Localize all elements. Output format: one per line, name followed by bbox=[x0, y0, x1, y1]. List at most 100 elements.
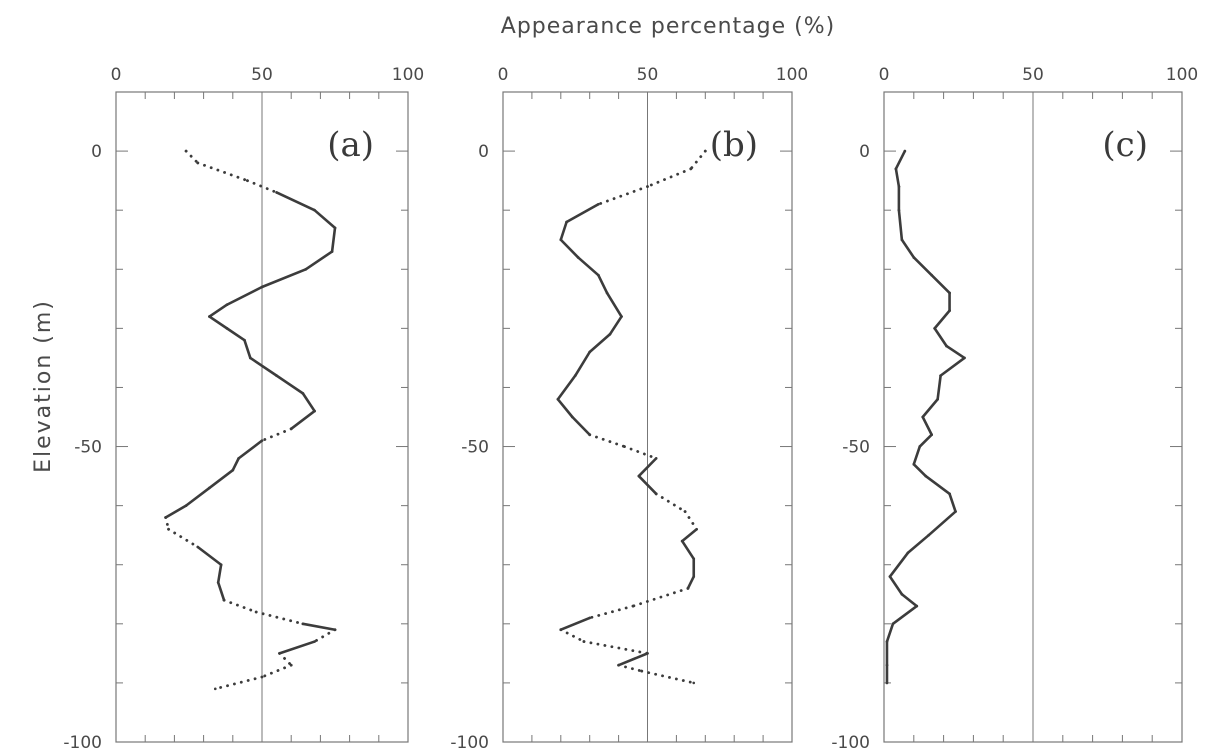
data-point bbox=[588, 350, 591, 354]
series-segment bbox=[686, 575, 696, 590]
data-point bbox=[637, 474, 641, 478]
data-point bbox=[559, 628, 563, 632]
data-point bbox=[576, 256, 580, 259]
series-segment bbox=[646, 167, 693, 188]
data-point bbox=[184, 149, 188, 153]
data-point bbox=[906, 551, 910, 555]
data-point bbox=[275, 374, 278, 377]
series-segment bbox=[167, 527, 200, 549]
data-point bbox=[167, 527, 170, 531]
series-segment bbox=[556, 397, 574, 419]
series-segment bbox=[254, 610, 305, 626]
data-point bbox=[164, 516, 167, 519]
series-segment bbox=[912, 445, 922, 466]
series-segment bbox=[654, 492, 687, 513]
data-point bbox=[246, 179, 249, 182]
data-point bbox=[689, 167, 693, 171]
data-point bbox=[184, 504, 188, 507]
series-segment bbox=[184, 149, 200, 165]
x-tick-label: 100 bbox=[776, 65, 808, 85]
y-tick-label: -100 bbox=[831, 733, 870, 753]
data-point bbox=[900, 238, 904, 242]
y-tick-label: 0 bbox=[859, 142, 870, 162]
data-point bbox=[556, 397, 560, 401]
data-point bbox=[605, 291, 609, 295]
series-segment bbox=[912, 462, 928, 478]
data-point bbox=[888, 575, 892, 578]
series-segment bbox=[576, 256, 600, 277]
data-point bbox=[897, 208, 901, 212]
series-segment bbox=[888, 575, 904, 596]
series-segment bbox=[275, 374, 305, 395]
series-segment bbox=[596, 185, 649, 206]
data-point bbox=[654, 492, 658, 496]
series-segment bbox=[301, 392, 316, 413]
y-tick-label: 0 bbox=[478, 142, 489, 162]
data-point bbox=[301, 622, 305, 626]
data-point bbox=[301, 392, 305, 395]
series-segment bbox=[301, 622, 337, 632]
data-point bbox=[954, 510, 957, 513]
series-segment bbox=[631, 586, 690, 608]
y-tick-label: -100 bbox=[450, 733, 489, 753]
data-point bbox=[260, 675, 264, 679]
series-segment bbox=[617, 652, 649, 667]
series-segment bbox=[921, 397, 939, 419]
x-tick-label: 50 bbox=[637, 65, 659, 85]
data-point bbox=[692, 681, 696, 685]
data-point bbox=[588, 433, 591, 437]
data-point bbox=[963, 356, 966, 360]
x-tick-label: 0 bbox=[498, 65, 509, 85]
data-point bbox=[695, 527, 698, 531]
data-point bbox=[692, 557, 696, 561]
series-segment bbox=[304, 250, 334, 271]
chart-panel-1: 0 50 100 0 -50 -100 (a) bbox=[63, 65, 424, 753]
series-segment bbox=[945, 344, 966, 360]
data-point bbox=[885, 640, 889, 643]
series-segment bbox=[637, 474, 658, 496]
series-segment bbox=[559, 628, 586, 643]
series-segment bbox=[921, 415, 933, 437]
data-point bbox=[196, 161, 200, 165]
data-point bbox=[243, 338, 246, 342]
x-tick-label: 50 bbox=[251, 65, 273, 85]
series-segment bbox=[885, 622, 895, 643]
series-segment bbox=[216, 563, 223, 584]
x-axis-title: Appearance percentage (%) bbox=[501, 14, 835, 39]
series-segment bbox=[278, 651, 293, 667]
data-point bbox=[640, 669, 644, 673]
data-point bbox=[333, 226, 337, 230]
series-segment bbox=[243, 338, 252, 360]
data-point bbox=[313, 640, 316, 643]
series-segment bbox=[588, 332, 612, 354]
data-point bbox=[254, 610, 258, 614]
data-point bbox=[219, 563, 223, 567]
series-segment bbox=[924, 474, 951, 496]
series-segment bbox=[213, 675, 264, 691]
data-point bbox=[565, 220, 568, 224]
data-point bbox=[683, 510, 687, 513]
data-point bbox=[623, 445, 626, 448]
data-point bbox=[654, 457, 658, 460]
series-segment bbox=[588, 604, 635, 620]
series-segment bbox=[216, 581, 226, 602]
data-point bbox=[927, 533, 930, 537]
series-segment bbox=[888, 551, 910, 578]
data-point bbox=[686, 587, 690, 590]
y-tick-label: -50 bbox=[842, 438, 870, 458]
data-point bbox=[617, 663, 620, 667]
data-point bbox=[571, 415, 574, 419]
data-point bbox=[930, 273, 933, 277]
data-point bbox=[885, 663, 889, 667]
data-point bbox=[208, 486, 211, 490]
data-point bbox=[915, 604, 919, 608]
series-segment bbox=[900, 238, 916, 259]
data-point bbox=[930, 433, 933, 437]
data-point bbox=[260, 439, 264, 442]
series-segment bbox=[894, 149, 907, 171]
series-segment bbox=[588, 433, 626, 448]
data-point bbox=[249, 356, 252, 360]
data-point bbox=[222, 598, 226, 602]
series-segment bbox=[565, 202, 600, 224]
